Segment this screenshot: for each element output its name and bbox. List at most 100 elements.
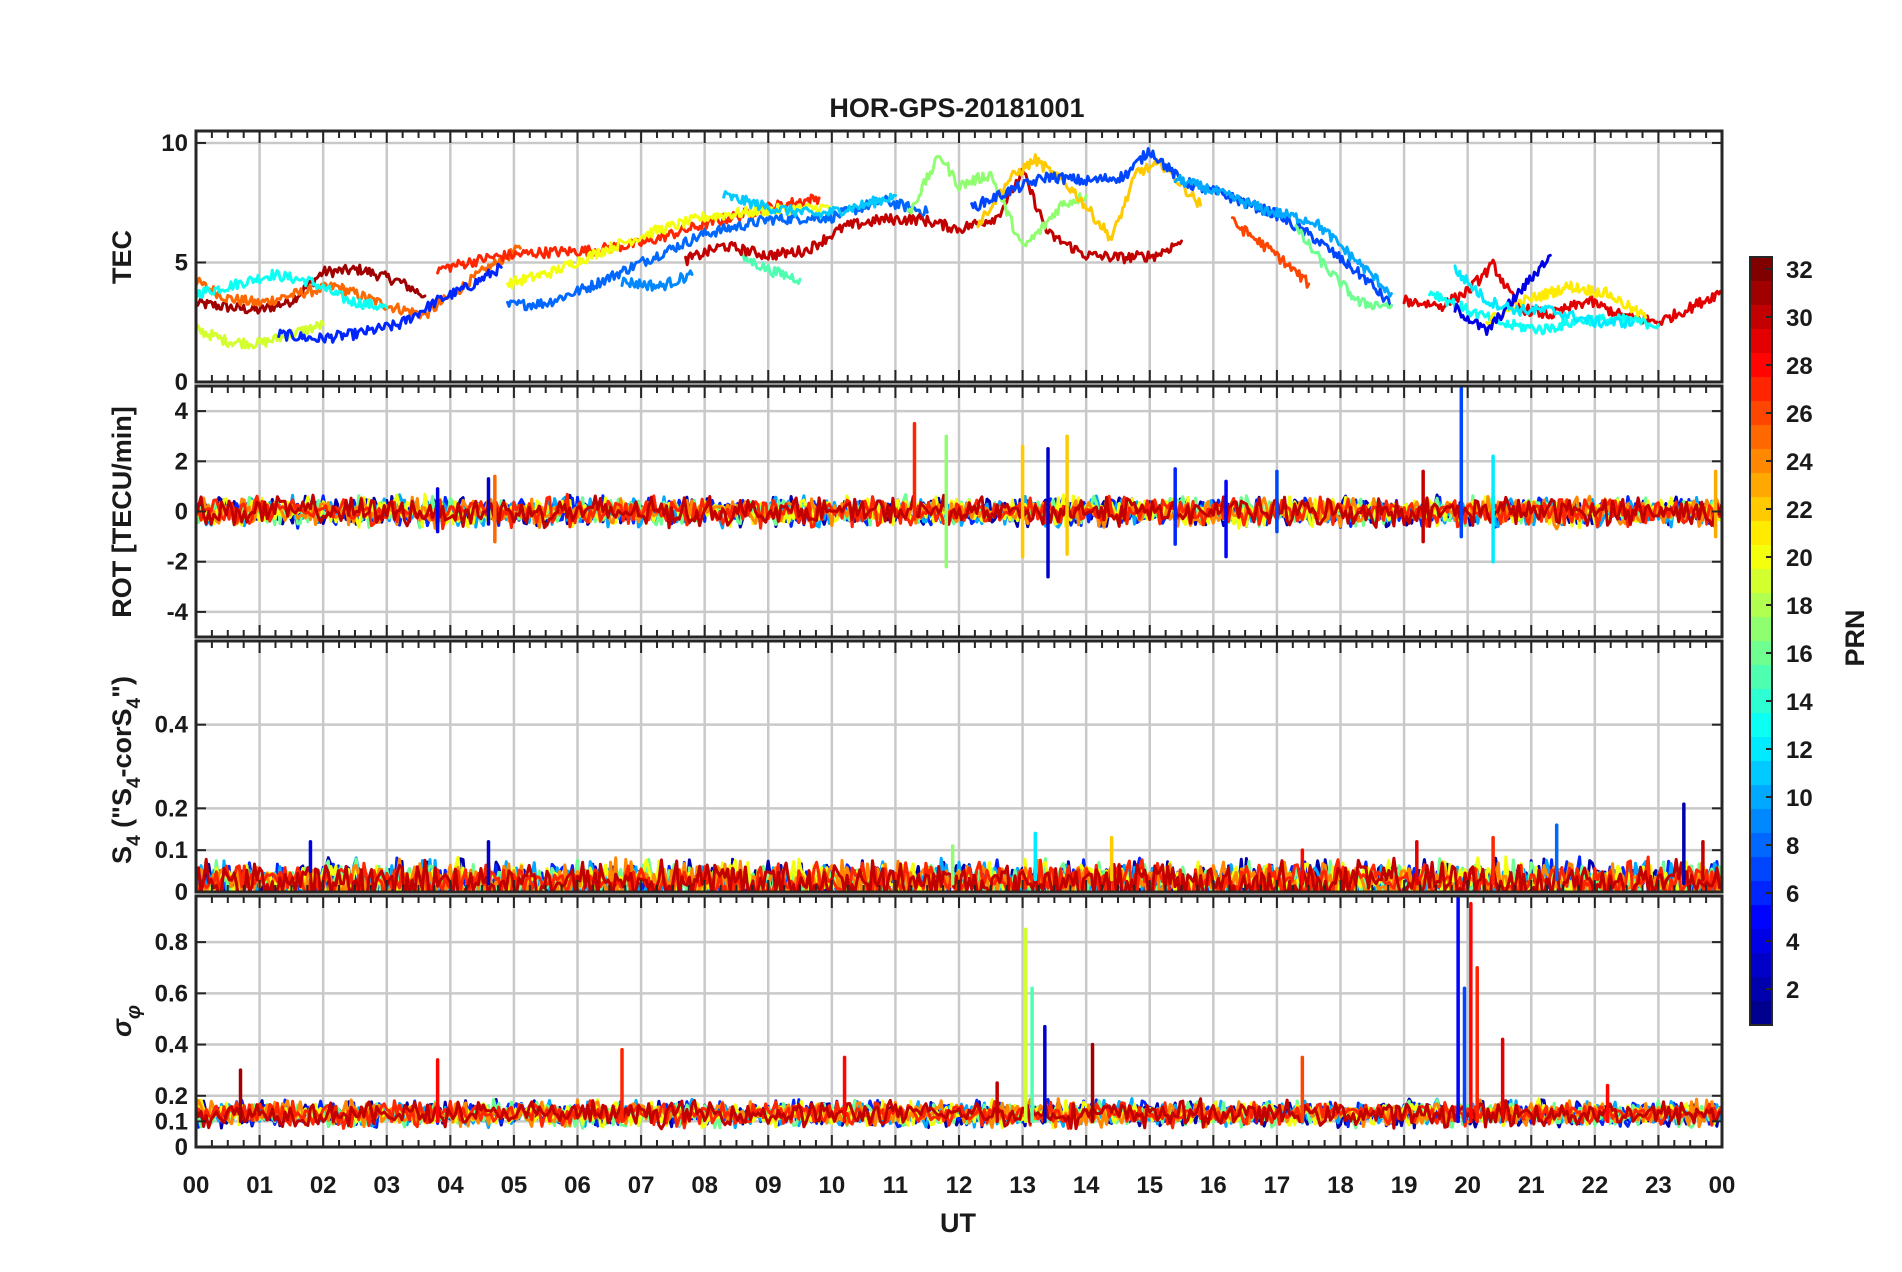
x-tick-label: 02 (310, 1172, 337, 1199)
series-prn-27 (436, 193, 821, 275)
x-tick-label: 16 (1200, 1172, 1227, 1199)
x-tick-label: 08 (691, 1172, 718, 1199)
y-tick-label-rot: 2 (175, 448, 188, 475)
x-tick-label: 12 (946, 1172, 973, 1199)
series-prn-13 (1428, 290, 1660, 336)
series-prn-30 (684, 168, 1183, 267)
colorbar-cell-2 (1750, 977, 1772, 1002)
colorbar-tick-label: 8 (1786, 833, 1799, 860)
x-tick-label: 17 (1264, 1172, 1291, 1199)
colorbar-cell-6 (1750, 881, 1772, 906)
colorbar-tick-label: 30 (1786, 305, 1813, 332)
colorbar-cell-30 (1750, 305, 1772, 330)
x-tick-label: 09 (755, 1172, 782, 1199)
colorbar-cell-16 (1750, 641, 1772, 666)
noise-prn-24 (196, 856, 1722, 892)
y-tick-label-tec: 5 (175, 249, 188, 276)
y-tick-label-tec: 0 (175, 369, 188, 396)
x-tick-label: 14 (1073, 1172, 1100, 1199)
x-tick-label: 06 (564, 1172, 591, 1199)
colorbar-tick-label: 32 (1786, 257, 1813, 284)
x-tick-label: 11 (883, 1172, 908, 1199)
noise-prn-30 (196, 1097, 1722, 1131)
colorbar-cell-31 (1750, 281, 1772, 306)
y-tick-label-rot: 4 (175, 398, 189, 425)
noise-prn-27 (196, 492, 1722, 531)
y-axis-label-tec: TEC (107, 230, 137, 284)
series-prn-15 (741, 251, 802, 285)
colorbar-tick-label: 4 (1786, 929, 1800, 956)
y-tick-label-sigma_phi: 0.8 (155, 929, 188, 956)
x-tick-label: 01 (246, 1172, 273, 1199)
x-tick-label: 10 (818, 1172, 845, 1199)
series-prn-20 (506, 202, 834, 290)
y-axis-label-s4: S4 ("S4-corS4") (107, 676, 145, 864)
panel-data-rot (196, 386, 1722, 579)
x-tick-label: 13 (1009, 1172, 1036, 1199)
y-tick-label-rot: -4 (167, 599, 189, 626)
colorbar-label: PRN (1840, 609, 1870, 666)
colorbar-cell-21 (1750, 521, 1772, 546)
series-prn-29 (1402, 258, 1722, 327)
colorbar-tick-label: 14 (1786, 689, 1813, 716)
colorbar-cell-23 (1750, 473, 1772, 498)
colorbar-cell-12 (1750, 737, 1772, 762)
series-prn-13 (196, 268, 389, 311)
colorbar-cell-32 (1750, 257, 1772, 282)
colorbar-cell-22 (1750, 497, 1772, 522)
colorbar-cell-10 (1750, 785, 1772, 810)
colorbar-cell-29 (1750, 329, 1772, 354)
y-tick-label-rot: -2 (167, 549, 188, 576)
y-tick-label-tec: 10 (161, 130, 188, 157)
colorbar-tick-label: 18 (1786, 593, 1813, 620)
x-tick-label: 20 (1454, 1172, 1481, 1199)
colorbar-cell-28 (1750, 353, 1772, 378)
y-axis-label-sigma-phi: σφ (107, 1005, 145, 1037)
series-prn-19 (196, 319, 325, 350)
y-tick-label-sigma_phi: 0.4 (155, 1032, 189, 1059)
y-tick-label-sigma_phi: 0.1 (155, 1108, 188, 1135)
colorbar-tick-label: 12 (1786, 737, 1813, 764)
x-tick-label: 23 (1645, 1172, 1672, 1199)
series-prn-12 (1453, 264, 1635, 329)
colorbar-tick-label: 2 (1786, 977, 1799, 1004)
colorbar-cell-24 (1750, 449, 1772, 474)
colorbar-tick-label: 6 (1786, 881, 1799, 908)
colorbar-cell-8 (1750, 833, 1772, 858)
colorbar-cell-26 (1750, 401, 1772, 426)
x-tick-label: 04 (437, 1172, 464, 1199)
colorbar-cell-20 (1750, 545, 1772, 570)
x-tick-label: 05 (501, 1172, 528, 1199)
y-tick-label-sigma_phi: 0.6 (155, 980, 188, 1007)
y-tick-label-rot: 0 (175, 499, 188, 526)
colorbar-cell-14 (1750, 689, 1772, 714)
panel-data-tec (196, 147, 1722, 350)
series-prn-16 (1294, 224, 1393, 311)
x-tick-label: 00 (183, 1172, 210, 1199)
colorbar-cell-11 (1750, 761, 1772, 786)
colorbar-cell-27 (1750, 377, 1772, 402)
y-axis-label-rot: ROT [TECU/min] (107, 406, 137, 617)
series-prn-6 (277, 262, 503, 344)
colorbar-tick-label: 16 (1786, 641, 1813, 668)
colorbar-cell-18 (1750, 593, 1772, 618)
panel-sigma_phi: 00.10.2 0.4 0.6 0.8 (155, 894, 1724, 1161)
colorbar-cell-4 (1750, 929, 1772, 954)
colorbar-cell-17 (1750, 617, 1772, 642)
x-tick-label: 18 (1327, 1172, 1354, 1199)
y-tick-label-sigma_phi: 0.2 (155, 1083, 188, 1110)
series-prn-11 (722, 190, 897, 219)
chart-title: HOR-GPS-20181001 (829, 93, 1084, 123)
panel-data-sigma_phi (196, 896, 1722, 1131)
series-prn-22 (976, 153, 1203, 242)
panel-rot: -4 -2 0 2 4 (167, 384, 1724, 639)
x-tick-label: 19 (1391, 1172, 1418, 1199)
series-prn-7 (970, 147, 1393, 308)
y-tick-label-s4: 0 (175, 879, 188, 906)
colorbar-tick-label: 10 (1786, 785, 1813, 812)
colorbar-cell-9 (1750, 809, 1772, 834)
x-tick-labels: 00 01 02 03 04 05 06 07 08 09 10 11 12 13 14 15 16 17 18 19… (183, 1172, 1736, 1199)
x-tick-label: 03 (373, 1172, 400, 1199)
series-prn-26 (1230, 216, 1311, 289)
